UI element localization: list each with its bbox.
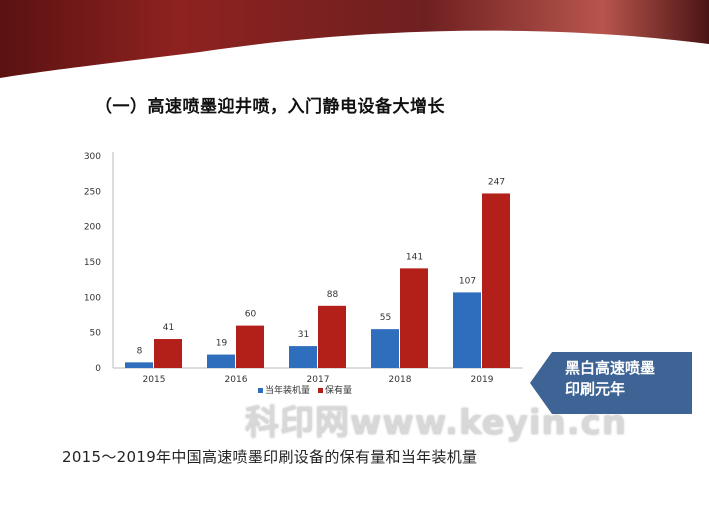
y-tick-label: 100 [84, 293, 101, 303]
chart-legend: 当年装机量 保有量 [258, 386, 352, 397]
data-label: 19 [216, 339, 228, 349]
legend-label: 保有量 [325, 386, 353, 396]
chart-caption: 2015～2019年中国高速喷墨印刷设备的保有量和当年装机量 [62, 448, 478, 466]
data-label: 41 [163, 323, 174, 333]
callout-text: 黑白高速喷墨 印刷元年 [565, 358, 655, 400]
bar-stock [154, 339, 182, 368]
watermark: 科印网www.keyin.cn [245, 403, 628, 443]
callout-line: 黑白高速喷墨 [565, 359, 656, 377]
y-tick-label: 250 [84, 187, 101, 197]
slide-title: （一）高速喷墨迎井喷，入门静电设备大增长 [95, 97, 445, 117]
bar-installed [207, 354, 235, 368]
legend-item-installed: 当年装机量 [258, 386, 310, 397]
data-label: 88 [327, 290, 339, 300]
x-tick-label: 2016 [225, 375, 248, 385]
data-label: 60 [245, 310, 257, 320]
data-label: 31 [298, 330, 309, 340]
x-tick-label: 2017 [307, 375, 330, 385]
data-label: 247 [488, 177, 505, 187]
data-label: 141 [406, 252, 423, 262]
y-tick-label: 150 [84, 258, 101, 268]
bar-chart: 0 50 100 150 200 250 300 2015 8 41 2016 19 60 2017 31 8… [84, 152, 523, 385]
bar-stock [318, 305, 346, 368]
callout-arrow [530, 352, 692, 414]
bar-installed [125, 362, 153, 368]
bar-installed [371, 329, 399, 368]
y-tick-label: 300 [84, 152, 101, 162]
data-label: 55 [380, 313, 391, 323]
bar-installed [289, 346, 317, 368]
bar-installed [453, 292, 481, 368]
x-tick-label: 2015 [143, 375, 166, 385]
x-tick-label: 2019 [471, 375, 494, 385]
data-label: 8 [137, 346, 143, 356]
callout-line: 印刷元年 [565, 380, 626, 398]
legend-label: 当年装机量 [265, 386, 311, 396]
y-tick-label: 200 [84, 223, 101, 233]
bar-stock [400, 268, 428, 368]
bar-stock [236, 325, 264, 368]
y-tick-label: 50 [90, 329, 102, 339]
header-banner [0, 0, 709, 78]
y-tick-label: 0 [95, 364, 101, 374]
legend-item-stock: 保有量 [318, 386, 352, 397]
bar-stock [482, 193, 510, 368]
data-label: 107 [459, 276, 476, 286]
x-tick-label: 2018 [389, 375, 412, 385]
